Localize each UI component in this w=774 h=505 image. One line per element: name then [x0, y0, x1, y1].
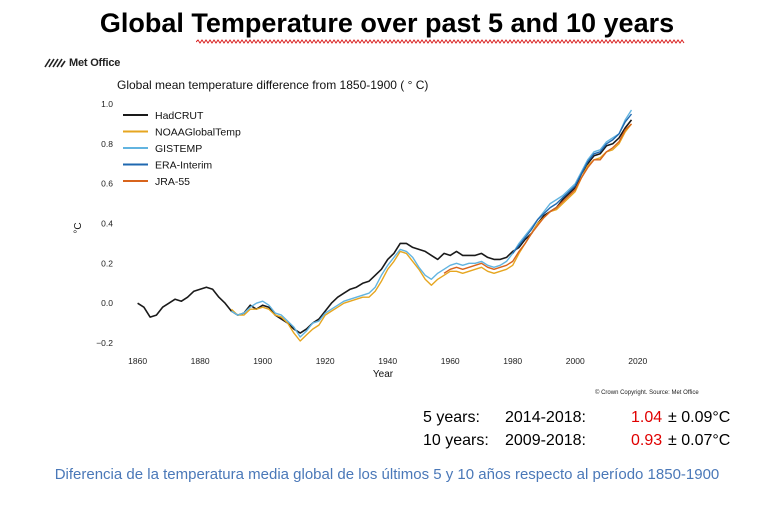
met-office-logo-icon — [44, 58, 66, 68]
y-tick-label: 0.8 — [101, 139, 113, 149]
stat-label: 10 years: — [423, 432, 489, 449]
x-tick-label: 2000 — [566, 356, 585, 366]
y-tick-label: 1.0 — [101, 99, 113, 109]
series-line-jra-55 — [443, 123, 632, 274]
legend-label: HadCRUT — [155, 110, 204, 122]
legend-label: NOAAGlobalTemp — [155, 127, 241, 139]
x-tick-label: 1880 — [191, 356, 210, 366]
y-tick-label: −0.2 — [96, 338, 113, 348]
temperature-chart: Global mean temperature difference from … — [73, 78, 647, 380]
x-tick-label: 1920 — [316, 356, 335, 366]
chart-title: Global mean temperature difference from … — [117, 78, 428, 92]
x-tick-label: 1980 — [503, 356, 522, 366]
caption: Diferencia de la temperatura media globa… — [54, 466, 720, 483]
x-tick-label: 2020 — [628, 356, 647, 366]
stat-value: 0.93 — [631, 432, 663, 449]
copyright-note: © Crown Copyright. Source: Met Office — [595, 390, 699, 396]
series-line-era-interim — [512, 113, 633, 254]
legend-label: JRA-55 — [155, 176, 190, 188]
y-tick-label: 0.0 — [101, 298, 113, 308]
series-line-gistemp — [231, 109, 633, 338]
logo-text: Met Office — [69, 57, 121, 69]
x-tick-label: 1960 — [441, 356, 460, 366]
x-tick-label: 1940 — [378, 356, 397, 366]
stat-uncertainty: ± 0.09°C — [668, 409, 731, 426]
spellcheck-underline — [196, 39, 685, 44]
stat-range: 2009-2018: — [505, 432, 586, 449]
stat-range: 2014-2018: — [505, 409, 586, 426]
met-office-logo: Met Office — [44, 57, 120, 69]
y-tick-label: 0.6 — [101, 179, 113, 189]
stat-value: 1.04 — [631, 409, 663, 426]
legend-label: GISTEMP — [155, 143, 202, 155]
y-axis-label: °C — [73, 222, 84, 233]
slide-title: Global Temperature over past 5 and 10 ye… — [99, 8, 675, 38]
series-line-hadcrut — [137, 119, 633, 334]
x-axis-label: Year — [373, 369, 394, 380]
y-tick-label: 0.2 — [101, 258, 113, 268]
x-tick-label: 1860 — [128, 356, 147, 366]
spellcheck-squiggle — [196, 39, 685, 44]
stat-uncertainty: ± 0.07°C — [668, 432, 731, 449]
stat-label: 5 years: — [423, 409, 480, 426]
y-tick-label: 0.4 — [101, 219, 113, 229]
legend-label: ERA-Interim — [155, 160, 212, 172]
series-line-noaaglobaltemp — [230, 123, 633, 342]
x-tick-label: 1900 — [253, 356, 272, 366]
